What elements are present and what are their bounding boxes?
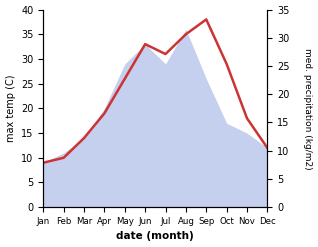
X-axis label: date (month): date (month): [116, 231, 194, 242]
Y-axis label: med. precipitation (kg/m2): med. precipitation (kg/m2): [303, 48, 313, 169]
Y-axis label: max temp (C): max temp (C): [5, 75, 16, 142]
